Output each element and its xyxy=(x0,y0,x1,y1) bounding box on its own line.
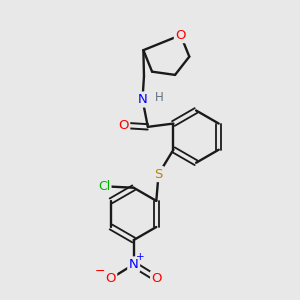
Text: O: O xyxy=(176,28,186,42)
Text: H: H xyxy=(154,91,163,104)
Text: O: O xyxy=(105,272,116,285)
Text: O: O xyxy=(152,272,162,285)
Text: S: S xyxy=(154,168,163,181)
Text: Cl: Cl xyxy=(98,180,110,193)
Text: −: − xyxy=(95,265,106,278)
Text: N: N xyxy=(138,93,147,106)
Text: O: O xyxy=(118,119,129,132)
Text: N: N xyxy=(129,258,139,271)
Text: +: + xyxy=(136,252,145,262)
